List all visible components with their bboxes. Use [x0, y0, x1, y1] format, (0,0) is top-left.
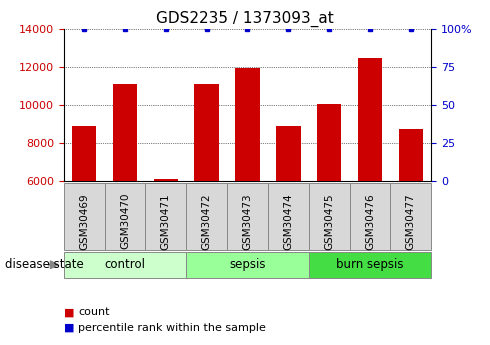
- Bar: [72, 126, 97, 181]
- FancyBboxPatch shape: [391, 183, 431, 250]
- Text: sepsis: sepsis: [229, 258, 266, 271]
- Bar: [276, 126, 300, 181]
- Bar: [358, 58, 382, 181]
- Bar: [113, 84, 137, 181]
- Text: GDS2235 / 1373093_at: GDS2235 / 1373093_at: [156, 10, 334, 27]
- Text: ■: ■: [64, 323, 74, 333]
- Bar: [195, 84, 219, 181]
- Text: GSM30471: GSM30471: [161, 193, 171, 249]
- Bar: [317, 104, 342, 181]
- Text: GSM30469: GSM30469: [79, 193, 89, 249]
- FancyBboxPatch shape: [349, 183, 391, 250]
- Text: GSM30474: GSM30474: [283, 193, 294, 249]
- Text: count: count: [78, 307, 110, 317]
- Text: GSM30476: GSM30476: [365, 193, 375, 249]
- FancyBboxPatch shape: [64, 183, 104, 250]
- FancyBboxPatch shape: [104, 183, 146, 250]
- Text: GSM30477: GSM30477: [406, 193, 416, 249]
- FancyBboxPatch shape: [227, 183, 268, 250]
- FancyBboxPatch shape: [146, 183, 186, 250]
- Text: GSM30472: GSM30472: [201, 193, 212, 249]
- Text: burn sepsis: burn sepsis: [336, 258, 404, 271]
- Text: disease state: disease state: [5, 258, 84, 271]
- Text: ■: ■: [64, 307, 74, 317]
- Text: control: control: [104, 258, 146, 271]
- Bar: [235, 68, 260, 181]
- FancyBboxPatch shape: [64, 252, 186, 278]
- FancyBboxPatch shape: [186, 183, 227, 250]
- Bar: [153, 179, 178, 181]
- FancyBboxPatch shape: [309, 252, 431, 278]
- Bar: [398, 129, 423, 181]
- Text: percentile rank within the sample: percentile rank within the sample: [78, 323, 266, 333]
- FancyBboxPatch shape: [309, 183, 349, 250]
- Text: GSM30473: GSM30473: [243, 193, 252, 249]
- FancyBboxPatch shape: [186, 252, 309, 278]
- Text: GSM30470: GSM30470: [120, 193, 130, 249]
- FancyBboxPatch shape: [268, 183, 309, 250]
- Text: GSM30475: GSM30475: [324, 193, 334, 249]
